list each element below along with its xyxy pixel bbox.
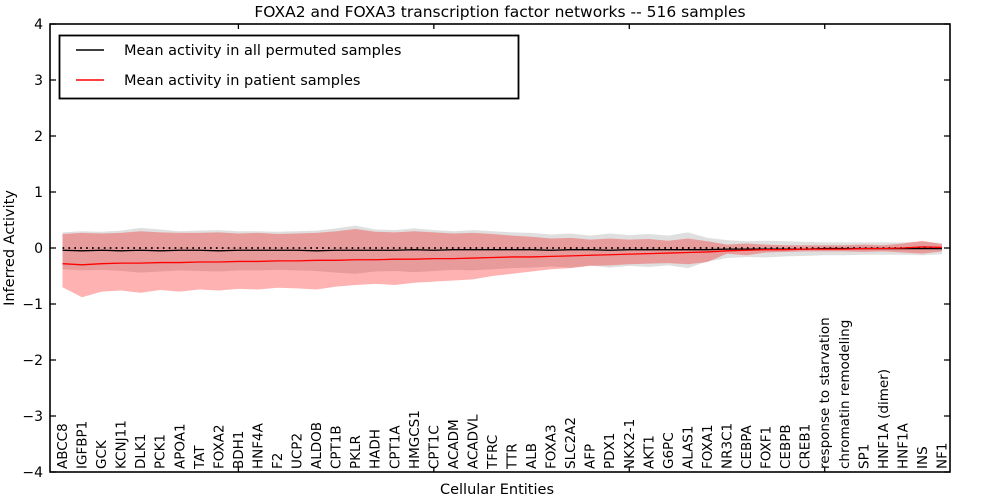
- patient-mean-line: [62, 246, 943, 266]
- x-category-label: APOA1: [172, 423, 188, 469]
- x-category-label: AFP: [583, 444, 599, 469]
- x-category-label: response to starvation: [817, 317, 833, 469]
- x-axis-label: Cellular Entities: [440, 482, 554, 498]
- y-axis-label: Inferred Activity: [2, 190, 18, 306]
- x-category-label: NR3C1: [720, 423, 736, 469]
- plot-content: ABCC8 IGFBP1 GCK KCNJ11 DLK1 PCK1 APOA1 TAT FOXA…: [55, 225, 951, 470]
- x-category-label: CEBPA: [739, 425, 755, 469]
- x-category-label: AKT1: [641, 435, 657, 469]
- x-category-label: CPT1A: [387, 425, 403, 469]
- legend: Mean activity in all permuted samples Me…: [58, 34, 520, 100]
- legend-entry-patient: Mean activity in patient samples: [124, 73, 360, 89]
- x-category-label: BDH1: [231, 431, 247, 469]
- x-category-label: ABCC8: [55, 423, 71, 469]
- x-category-label: NKX2-1: [622, 419, 638, 469]
- x-category-label: HNF1A: [895, 422, 911, 469]
- y-tick-label: −1: [22, 297, 43, 313]
- x-category-label: ALDOB: [309, 422, 325, 469]
- x-category-label: CREB1: [798, 424, 814, 469]
- x-category-label: HADH: [368, 429, 384, 469]
- x-category-label: F2: [270, 453, 286, 469]
- x-category-label: ALAS1: [680, 426, 696, 469]
- x-category-label: HNF4A: [250, 422, 266, 469]
- x-category-label: NF1: [935, 443, 951, 469]
- y-tick-label: −2: [22, 353, 43, 369]
- x-category-label: IGFBP1: [75, 421, 91, 469]
- x-category-label: KCNJ11: [114, 420, 130, 469]
- legend-box: [58, 34, 520, 100]
- y-tick-label: −3: [22, 409, 43, 425]
- x-category-label: FOXA3: [544, 424, 560, 469]
- y-tick-label: 2: [34, 129, 43, 145]
- x-category-label: FOXA2: [211, 424, 227, 469]
- x-category-label: TFRC: [485, 435, 501, 470]
- x-category-label: ACADM: [446, 419, 462, 469]
- x-category-label: UCP2: [290, 433, 306, 469]
- x-category-label: PCK1: [153, 434, 169, 469]
- y-tick-label: 4: [34, 17, 43, 33]
- x-category-label: FOXA1: [700, 424, 716, 469]
- x-category-label: HMGCS1: [407, 410, 423, 469]
- x-category-label: GCK: [94, 439, 110, 469]
- x-category-label: TAT: [192, 445, 208, 470]
- x-category-label: G6PC: [661, 432, 677, 469]
- y-tick-label: 0: [34, 241, 43, 257]
- x-category-label: CPT1B: [329, 425, 345, 469]
- x-category-label: ALB: [524, 443, 540, 469]
- x-category-label: PDX1: [602, 433, 618, 469]
- y-tick-label: 1: [34, 185, 43, 201]
- x-category-label: SP1: [856, 444, 872, 469]
- x-category-label: TTR: [505, 443, 521, 470]
- x-category-label: INS: [915, 446, 931, 469]
- chart-title: FOXA2 and FOXA3 transcription factor net…: [254, 3, 745, 21]
- x-category-label: PKLR: [348, 435, 364, 469]
- x-category-label: FOXF1: [759, 426, 775, 469]
- x-category-label: CEBPB: [778, 424, 794, 469]
- x-category-label: ACADVL: [465, 414, 481, 469]
- y-tick-label: −4: [22, 465, 43, 481]
- patient-band: [62, 228, 942, 298]
- x-category-label: chromatin remodeling: [837, 320, 853, 469]
- x-category-label: SLC2A2: [563, 417, 579, 469]
- axes-ticks: −4 −3 −2 −1 0 1 2 3 4: [22, 17, 950, 481]
- x-category-label: HNF1A (dimer): [876, 369, 892, 469]
- x-category-label: DLK1: [133, 434, 149, 469]
- x-category-label: CPT1C: [426, 425, 442, 469]
- legend-entry-permuted: Mean activity in all permuted samples: [124, 43, 401, 59]
- y-tick-label: 3: [34, 73, 43, 89]
